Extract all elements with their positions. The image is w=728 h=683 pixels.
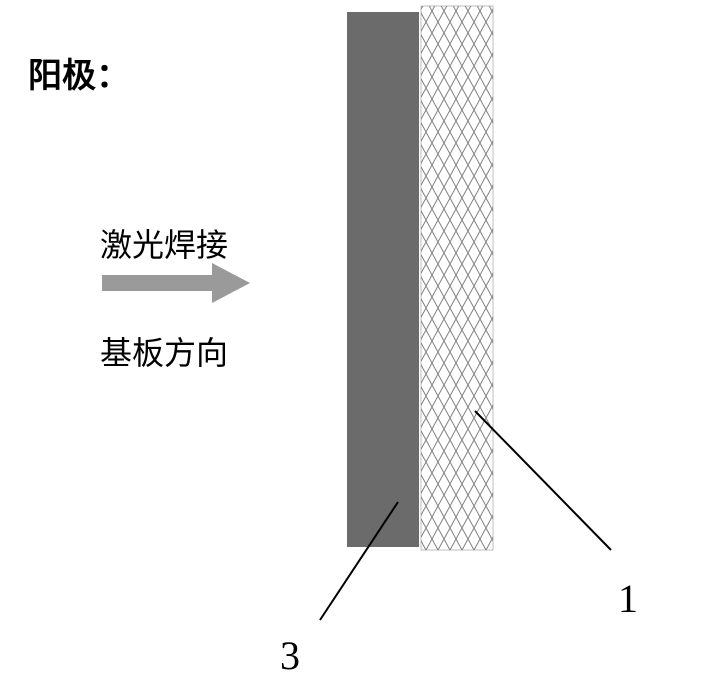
diagram-svg bbox=[0, 0, 728, 683]
mesh-layer bbox=[421, 6, 493, 550]
callout-line-right bbox=[475, 411, 611, 550]
arrow-head bbox=[212, 263, 250, 303]
substrate-slab bbox=[347, 12, 419, 547]
